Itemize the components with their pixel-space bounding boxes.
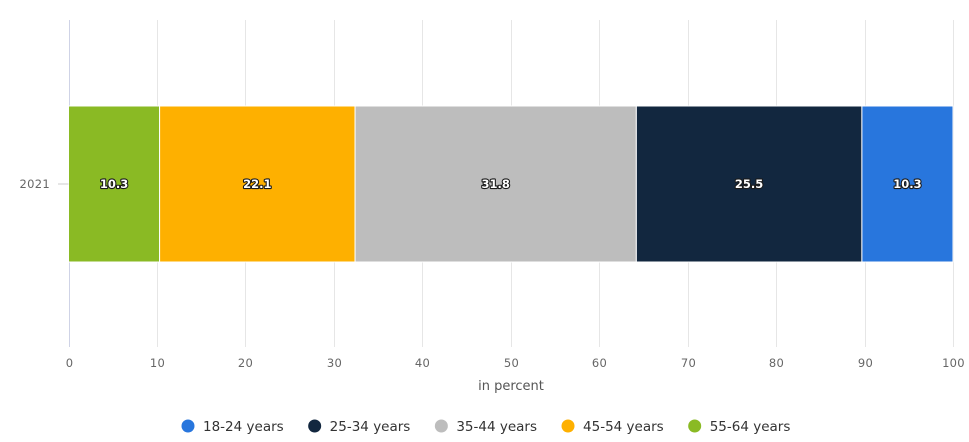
axes: 0 10 20 30 40 50 60 70 80 90 100 2021 [20,177,965,370]
x-tick-label-20: 20 [238,356,253,370]
bars: 10.3 22.1 31.8 25.5 10.3 [68,105,954,263]
data-label-45-54-years: 22.1 [243,177,271,191]
legend-label-18-24-years: 18-24 years [203,419,284,435]
data-label-25-34-years: 25.5 [735,177,763,191]
legend-marker-25-34-years [308,419,322,433]
legend-marker-55-64-years [688,419,702,433]
bar-segment-35-44-years [354,105,637,263]
x-tick-label-90: 90 [858,356,873,370]
x-tick-label-40: 40 [415,356,430,370]
x-tick-label-100: 100 [942,356,965,370]
x-tick-label-70: 70 [681,356,696,370]
legend-item-45-54-years: 45-54 years [561,419,664,435]
x-tick-label-80: 80 [769,356,784,370]
x-tick-label-50: 50 [504,356,519,370]
legend-item-25-34-years: 25-34 years [308,419,410,435]
legend-item-18-24-years: 18-24 years [181,419,284,435]
x-tick-label-60: 60 [592,356,607,370]
x-tick-label-30: 30 [327,356,342,370]
legend: 18-24 years 25-34 years 35-44 years 45-54 y… [181,419,790,435]
legend-label-35-44-years: 35-44 years [456,419,537,435]
x-tick-label-10: 10 [150,356,165,370]
bar-segment-18-24-years [861,105,954,263]
data-label-55-64-years: 10.3 [100,177,128,191]
bar-segment-25-34-years [635,105,863,263]
legend-item-35-44-years: 35-44 years [434,419,537,435]
legend-item-55-64-years: 55-64 years [688,419,790,435]
legend-marker-35-44-years [434,419,448,433]
data-label-18-24-years: 10.3 [893,177,921,191]
data-label-35-44-years: 31.8 [482,177,510,191]
legend-label-25-34-years: 25-34 years [330,419,411,435]
x-axis-title: in percent [478,379,544,394]
bar-segment-55-64-years [68,105,161,263]
legend-marker-18-24-years [181,419,195,433]
y-tick-label-2021: 2021 [20,177,50,191]
legend-label-55-64-years: 55-64 years [710,419,791,435]
legend-label-45-54-years: 45-54 years [583,419,664,435]
bar-segment-45-54-years [159,105,356,263]
legend-marker-45-54-years [561,419,575,433]
x-tick-label-0: 0 [66,356,74,370]
